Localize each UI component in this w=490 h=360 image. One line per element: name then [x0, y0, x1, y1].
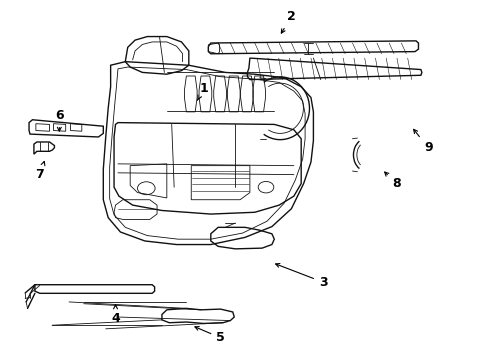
Text: 5: 5	[195, 327, 225, 344]
Text: 3: 3	[276, 264, 327, 289]
Text: 2: 2	[281, 10, 296, 33]
Text: 4: 4	[111, 305, 120, 325]
Text: 9: 9	[414, 129, 433, 154]
Text: 7: 7	[35, 161, 45, 181]
Text: 8: 8	[385, 172, 401, 190]
Text: 6: 6	[55, 109, 64, 131]
Text: 1: 1	[197, 82, 208, 100]
